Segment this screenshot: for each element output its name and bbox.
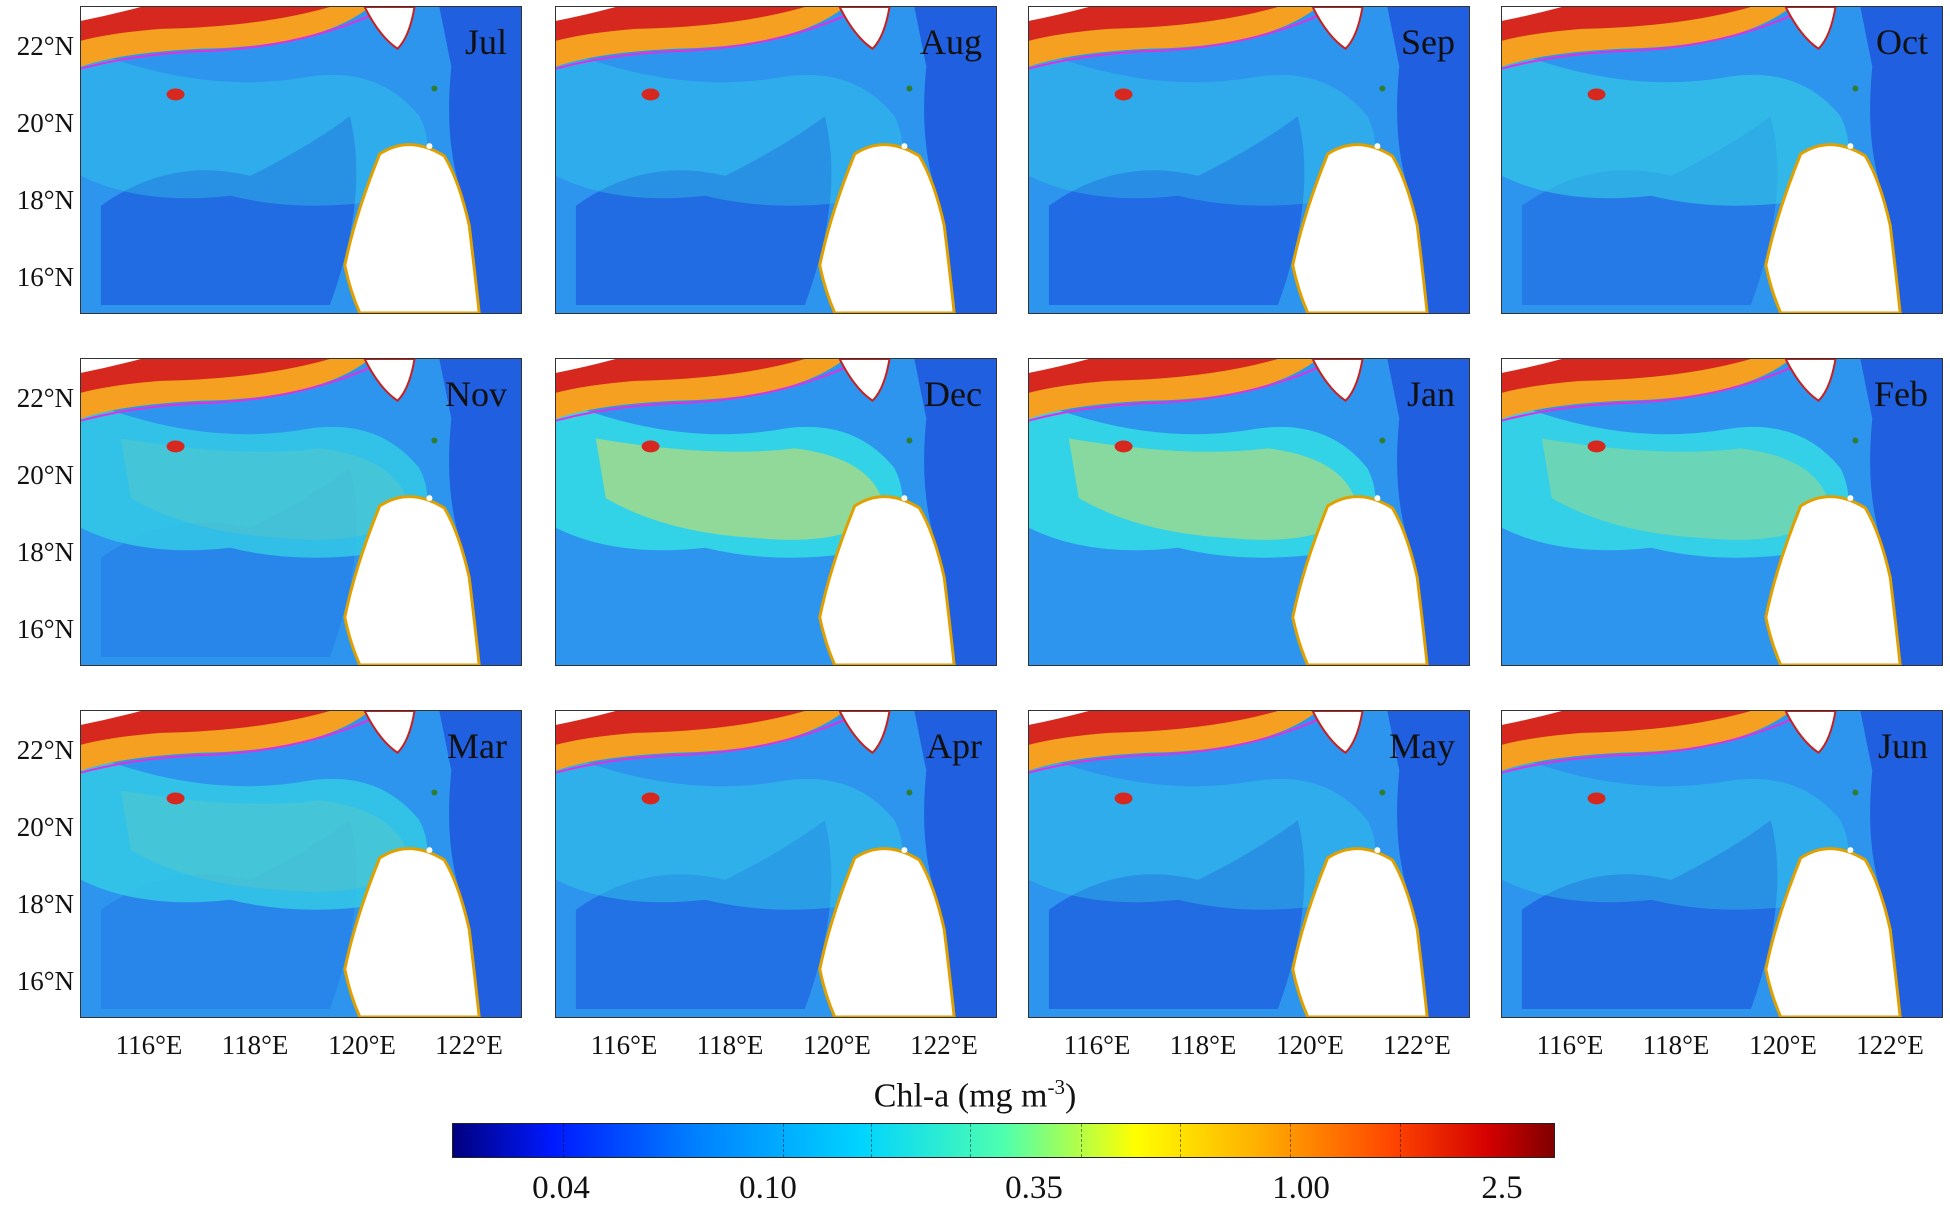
latitude-label: 20°N (16, 812, 74, 842)
month-label: Mar (447, 726, 507, 766)
month-label: May (1389, 726, 1455, 766)
map-panel-oct: Oct (1501, 6, 1943, 314)
longitude-label: 116°E (115, 1030, 183, 1060)
chlorophyll-map (1502, 359, 1942, 665)
map-panel-nov: Nov (80, 358, 522, 666)
latitude-label: 16°N (16, 966, 74, 996)
month-label: Jul (464, 22, 507, 62)
colorbar-tick: 0.35 (1005, 1170, 1063, 1206)
latitude-label: 18°N (16, 537, 74, 567)
chlorophyll-map (81, 359, 521, 665)
map-panel-feb: Feb (1501, 358, 1943, 666)
colorbar-tick: 1.00 (1272, 1170, 1330, 1206)
map-panel-mar: Mar (80, 710, 522, 1018)
chlorophyll-map (556, 711, 996, 1017)
longitude-label: 120°E (1276, 1030, 1344, 1060)
colorbar-tick: 0.10 (739, 1170, 797, 1206)
longitude-label: 122°E (435, 1030, 503, 1060)
latitude-label: 18°N (16, 185, 74, 215)
chlorophyll-map (556, 359, 996, 665)
map-panel-apr: Apr (555, 710, 997, 1018)
colorbar-tick: 0.04 (532, 1170, 590, 1206)
latitude-label: 16°N (16, 614, 74, 644)
chlorophyll-map (556, 7, 996, 313)
chlorophyll-map (1029, 711, 1469, 1017)
chlorophyll-map (1029, 359, 1469, 665)
latitude-label: 16°N (16, 262, 74, 292)
map-panel-jan: Jan (1028, 358, 1470, 666)
month-label: Aug (920, 22, 982, 62)
longitude-label: 118°E (221, 1030, 289, 1060)
longitude-label: 118°E (1169, 1030, 1237, 1060)
colorbar-title: Chl-a (mg m-3) (873, 1075, 1077, 1115)
longitude-label: 120°E (1749, 1030, 1817, 1060)
map-panel-dec: Dec (555, 358, 997, 666)
month-label: Feb (1874, 374, 1928, 414)
month-label: Apr (926, 726, 982, 766)
month-label: Oct (1876, 22, 1928, 62)
latitude-label: 22°N (16, 735, 74, 765)
longitude-label: 122°E (910, 1030, 978, 1060)
month-label: Dec (924, 374, 982, 414)
longitude-label: 116°E (1063, 1030, 1131, 1060)
chlorophyll-map (1029, 7, 1469, 313)
chlorophyll-map (1502, 7, 1942, 313)
month-label: Jan (1407, 374, 1455, 414)
latitude-label: 22°N (16, 31, 74, 61)
longitude-label: 120°E (803, 1030, 871, 1060)
colorbar (452, 1123, 1555, 1158)
longitude-label: 122°E (1856, 1030, 1924, 1060)
latitude-label: 18°N (16, 889, 74, 919)
month-label: Jun (1877, 726, 1928, 766)
longitude-label: 122°E (1383, 1030, 1451, 1060)
longitude-label: 118°E (1642, 1030, 1710, 1060)
chlorophyll-map (81, 711, 521, 1017)
longitude-label: 118°E (696, 1030, 764, 1060)
chlorophyll-map (1502, 711, 1942, 1017)
latitude-label: 20°N (16, 460, 74, 490)
chlorophyll-map (81, 7, 521, 313)
map-panel-jul: Jul (80, 6, 522, 314)
map-panel-may: May (1028, 710, 1470, 1018)
month-label: Sep (1401, 22, 1455, 62)
longitude-label: 116°E (590, 1030, 658, 1060)
month-label: Nov (445, 374, 507, 414)
map-panel-aug: Aug (555, 6, 997, 314)
latitude-label: 22°N (16, 383, 74, 413)
longitude-label: 120°E (328, 1030, 396, 1060)
latitude-label: 20°N (16, 108, 74, 138)
map-panel-sep: Sep (1028, 6, 1470, 314)
map-panel-jun: Jun (1501, 710, 1943, 1018)
longitude-label: 116°E (1536, 1030, 1604, 1060)
colorbar-tick: 2.5 (1481, 1170, 1523, 1206)
